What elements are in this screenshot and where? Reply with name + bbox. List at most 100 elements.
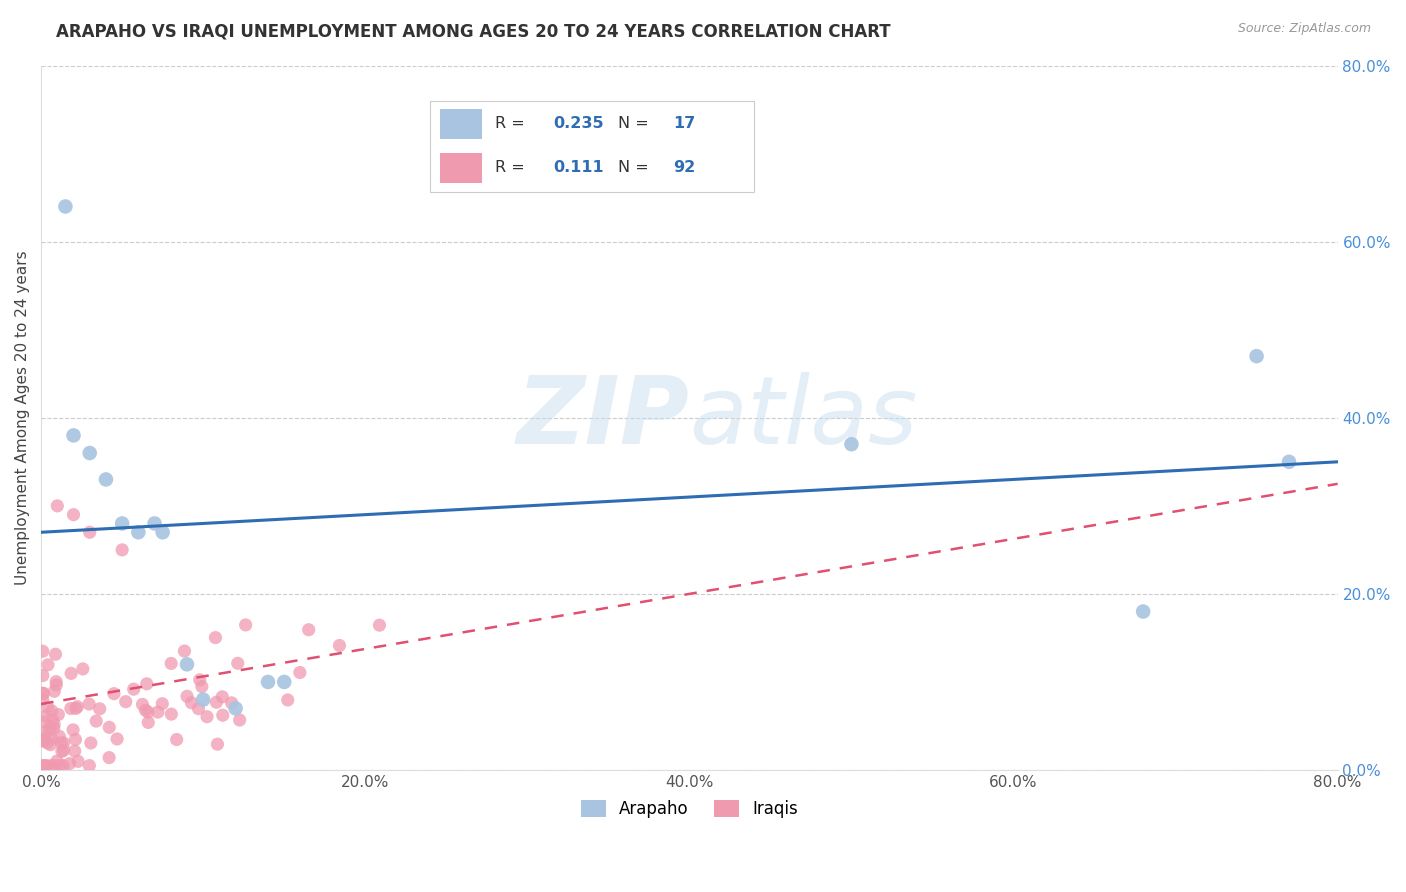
Point: [52, 758, 75, 772]
Point: [46, 754, 69, 768]
Point: [143, 516, 166, 531]
Point: [136, 715, 159, 730]
Point: [127, 525, 149, 540]
Point: [51, 744, 73, 758]
Point: [277, 693, 299, 707]
Point: [62, 723, 84, 737]
Point: [187, 701, 209, 715]
Point: [1278, 455, 1301, 469]
Point: [221, 696, 243, 710]
Point: [35, 758, 58, 772]
Point: [66, 699, 89, 714]
Point: [42, 721, 65, 735]
Point: [37, 700, 59, 714]
Point: [328, 639, 350, 653]
Point: [51, 736, 73, 750]
Text: ZIP: ZIP: [516, 372, 689, 464]
Point: [103, 687, 125, 701]
Point: [35, 724, 58, 739]
Point: [225, 701, 247, 715]
Point: [31, 686, 53, 700]
Point: [273, 675, 295, 690]
Point: [34, 714, 56, 729]
Point: [62, 508, 84, 522]
Point: [160, 657, 183, 671]
Point: [45, 678, 67, 692]
Point: [146, 705, 169, 719]
Point: [45, 647, 67, 661]
Point: [41, 704, 63, 718]
Point: [39, 719, 62, 733]
Point: [31, 644, 53, 658]
Point: [193, 692, 215, 706]
Point: [288, 665, 311, 680]
Point: [34, 758, 56, 772]
Point: [37, 657, 59, 672]
Point: [31, 668, 53, 682]
Point: [34, 731, 56, 746]
Text: ARAPAHO VS IRAQI UNEMPLOYMENT AMONG AGES 20 TO 24 YEARS CORRELATION CHART: ARAPAHO VS IRAQI UNEMPLOYMENT AMONG AGES…: [56, 22, 891, 40]
Point: [205, 695, 228, 709]
Point: [46, 499, 69, 513]
Point: [1132, 605, 1154, 619]
Point: [228, 713, 250, 727]
Point: [34, 709, 56, 723]
Point: [173, 644, 195, 658]
Point: [66, 755, 89, 769]
Point: [122, 682, 145, 697]
Point: [39, 738, 62, 752]
Point: [180, 696, 202, 710]
Text: Source: ZipAtlas.com: Source: ZipAtlas.com: [1237, 22, 1371, 36]
Point: [1246, 349, 1268, 363]
Point: [298, 623, 321, 637]
Point: [114, 695, 136, 709]
Point: [63, 744, 86, 758]
Point: [257, 675, 280, 690]
Point: [188, 673, 211, 687]
Point: [79, 758, 101, 772]
Point: [191, 680, 214, 694]
Point: [98, 720, 121, 734]
Point: [32, 733, 55, 747]
Point: [131, 698, 153, 712]
Point: [42, 713, 65, 727]
Point: [49, 758, 72, 772]
Point: [46, 707, 69, 722]
Point: [160, 707, 183, 722]
Point: [38, 723, 60, 737]
Y-axis label: Unemployment Among Ages 20 to 24 years: Unemployment Among Ages 20 to 24 years: [15, 251, 30, 585]
Point: [235, 618, 257, 632]
Point: [134, 703, 156, 717]
Point: [176, 690, 198, 704]
Point: [58, 756, 80, 771]
Point: [204, 631, 226, 645]
Point: [79, 446, 101, 460]
Point: [52, 743, 75, 757]
Point: [59, 701, 82, 715]
Point: [55, 199, 77, 213]
Point: [84, 714, 107, 728]
Point: [226, 657, 249, 671]
Point: [166, 732, 188, 747]
Point: [31, 733, 53, 747]
Point: [44, 684, 66, 698]
Point: [62, 428, 84, 442]
Point: [207, 737, 229, 751]
Point: [195, 709, 218, 723]
Point: [52, 736, 75, 750]
Point: [41, 758, 63, 772]
Point: [136, 705, 159, 719]
Point: [111, 516, 134, 531]
Point: [32, 686, 55, 700]
Point: [80, 736, 103, 750]
Point: [31, 692, 53, 706]
Point: [211, 708, 233, 723]
Point: [60, 666, 83, 681]
Point: [65, 701, 87, 715]
Point: [176, 657, 198, 672]
Point: [65, 732, 87, 747]
Text: atlas: atlas: [689, 372, 918, 463]
Point: [44, 717, 66, 731]
Point: [135, 677, 157, 691]
Point: [211, 690, 233, 704]
